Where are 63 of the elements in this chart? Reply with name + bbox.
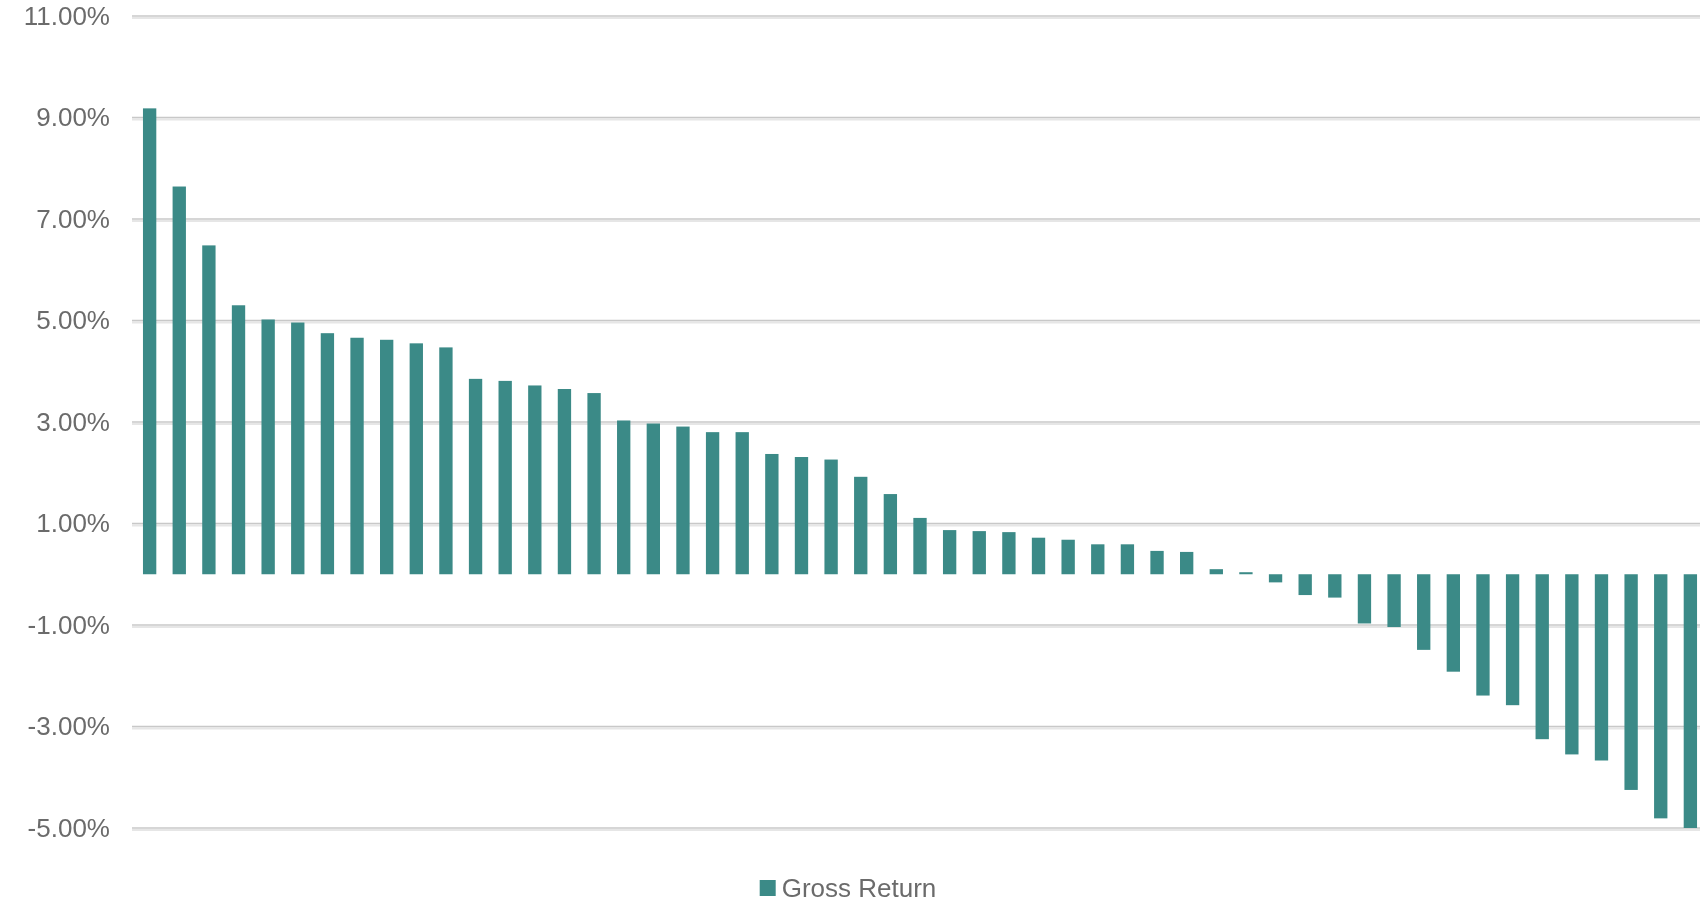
bar (528, 385, 542, 575)
y-tick-label: -5.00% (27, 812, 110, 843)
bar (942, 530, 957, 575)
bar (1061, 539, 1075, 575)
bar (794, 457, 809, 575)
bar (261, 319, 275, 575)
bar (765, 453, 779, 575)
bar (350, 337, 364, 575)
bar (291, 322, 305, 575)
bar (1594, 574, 1609, 761)
bar (557, 389, 572, 575)
bar (1120, 544, 1135, 575)
bar (320, 333, 335, 575)
bar (676, 426, 690, 575)
bar (380, 339, 394, 575)
bar (1268, 574, 1283, 583)
bar (1683, 574, 1698, 828)
y-tick-label: 5.00% (36, 305, 110, 336)
bar (735, 432, 749, 575)
y-tick-label: 3.00% (36, 406, 110, 437)
bar (587, 393, 601, 575)
bar (1565, 574, 1579, 755)
bar (1209, 569, 1223, 575)
bar (1417, 574, 1431, 650)
bar (468, 378, 483, 575)
bar (854, 476, 868, 575)
bar (1239, 572, 1253, 575)
bar (883, 494, 898, 575)
bar (498, 380, 512, 575)
bar (1002, 532, 1016, 575)
y-tick-label: -3.00% (27, 711, 110, 742)
y-tick-label: 7.00% (36, 203, 110, 234)
bar (1535, 574, 1549, 740)
bar (1357, 574, 1372, 624)
bar (1328, 574, 1342, 598)
bar (913, 517, 927, 575)
y-tick-label: -1.00% (27, 609, 110, 640)
bar (231, 305, 246, 575)
bar (972, 531, 986, 575)
bar (1505, 574, 1520, 706)
bar (1091, 544, 1105, 575)
bar (409, 343, 423, 575)
bar (1624, 574, 1638, 790)
legend-label: Gross Return (781, 873, 937, 903)
y-tick-label: 11.00% (23, 0, 110, 31)
bar (824, 459, 838, 575)
bar (172, 186, 186, 575)
bar (1476, 574, 1490, 696)
bar (202, 245, 216, 575)
y-tick-label: 1.00% (36, 508, 110, 539)
y-tick-label: 9.00% (36, 102, 110, 133)
bar (1031, 537, 1046, 575)
bar (617, 420, 631, 575)
bar (1180, 551, 1194, 575)
bar (1446, 574, 1460, 672)
bar (142, 108, 157, 575)
bar (646, 423, 660, 575)
bar (1654, 574, 1668, 819)
bar (1150, 550, 1164, 575)
bar (1387, 574, 1401, 628)
bar (1298, 574, 1312, 596)
bar (439, 347, 453, 575)
bar (705, 432, 720, 575)
